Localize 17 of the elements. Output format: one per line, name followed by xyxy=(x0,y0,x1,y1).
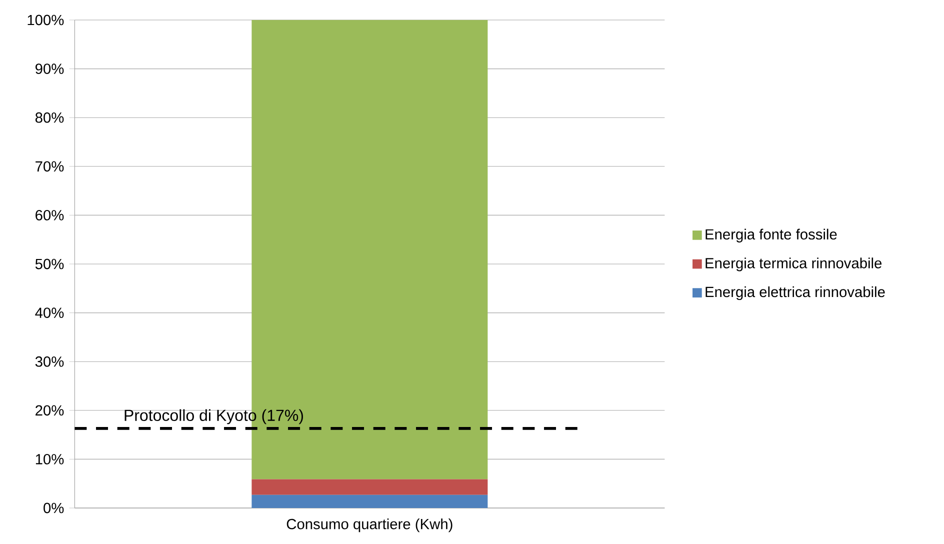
y-tick-label: 100% xyxy=(28,14,64,26)
y-tick-label: 10% xyxy=(36,454,64,464)
y-tick-label: 70% xyxy=(36,161,64,172)
legend-label: Energia fonte fossile xyxy=(706,228,837,242)
y-tick-label: 90% xyxy=(36,64,64,74)
y-tick-label: 80% xyxy=(35,112,64,123)
y-tick-label: 20% xyxy=(36,405,64,416)
y-tick-label: 30% xyxy=(35,356,64,367)
y-tick-label: 60% xyxy=(36,210,64,220)
bar xyxy=(252,479,488,495)
y-tick-label: 40% xyxy=(35,308,64,318)
x-tick-label: Consumo quartiere (Kwh) xyxy=(286,518,452,532)
legend-label: Energia elettrica rinnovabile xyxy=(706,286,885,300)
bar xyxy=(252,494,488,508)
y-tick-label: 0% xyxy=(44,502,64,514)
y-tick-label: 50% xyxy=(35,258,64,270)
legend-label: Energia termica rinnovabile xyxy=(706,258,882,272)
